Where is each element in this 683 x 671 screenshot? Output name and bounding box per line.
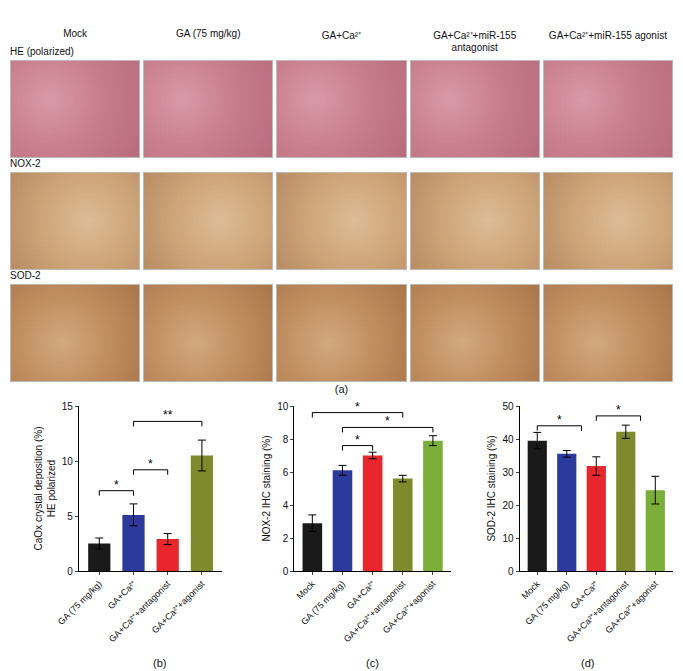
svg-text:30: 30	[502, 467, 514, 478]
html-text:HE (polarized): HE (polarized)	[10, 46, 74, 57]
svg-text:Mock: Mock	[520, 578, 543, 601]
html-text:GA+Ca²⁺: GA+Ca²⁺	[321, 30, 362, 41]
svg-text:CaOx crystal deposition (%)HE: CaOx crystal deposition (%)HE polarized	[33, 427, 57, 551]
svg-text:*: *	[385, 414, 390, 428]
svg-text:10: 10	[62, 456, 74, 467]
svg-text:GA+Ca²⁺+agonist: GA+Ca²⁺+agonist	[150, 578, 207, 635]
svg-text:0: 0	[283, 566, 289, 577]
svg-text:GA+Ca²⁺+agonist: GA+Ca²⁺+agonist	[603, 578, 660, 635]
svg-text:50: 50	[502, 401, 514, 412]
svg-text:*: *	[355, 433, 360, 447]
svg-text:*: *	[114, 478, 119, 492]
svg-text:10: 10	[277, 401, 289, 412]
html-text:SOD-2: SOD-2	[10, 270, 41, 281]
html-text:GA+Ca²⁺+miR-155 antagonist: GA+Ca²⁺+miR-155 antagonist	[433, 30, 517, 53]
svg-text:0: 0	[67, 566, 73, 577]
svg-text:15: 15	[62, 401, 74, 412]
svg-text:GA (75 mg/kg): GA (75 mg/kg)	[56, 579, 104, 627]
svg-text:GA+Ca²⁺+agonist: GA+Ca²⁺+agonist	[381, 578, 438, 635]
svg-text:Mock: Mock	[295, 578, 318, 601]
svg-text:0: 0	[508, 566, 514, 577]
html-text:NOX-2: NOX-2	[10, 158, 41, 169]
svg-text:GA+Ca²⁺: GA+Ca²⁺	[569, 579, 601, 611]
svg-text:2: 2	[283, 533, 289, 544]
svg-text:(c): (c)	[366, 657, 379, 669]
svg-text:**: **	[163, 408, 173, 422]
svg-text:GA+Ca²⁺+antagonist: GA+Ca²⁺+antagonist	[107, 578, 173, 644]
svg-text:20: 20	[502, 500, 514, 511]
svg-text:4: 4	[283, 500, 289, 511]
svg-text:GA+Ca²⁺: GA+Ca²⁺	[106, 579, 138, 611]
svg-text:*: *	[616, 403, 621, 417]
html-text:GA+Ca²⁺+miR-155 agonist: GA+Ca²⁺+miR-155 agonist	[548, 30, 667, 41]
html-text:GA (75 mg/kg): GA (75 mg/kg)	[176, 28, 241, 39]
html-text:(a): (a)	[334, 383, 349, 395]
svg-text:GA+Ca²⁺+antagonist: GA+Ca²⁺+antagonist	[342, 578, 408, 644]
svg-text:GA (75 mg/kg): GA (75 mg/kg)	[299, 579, 347, 627]
svg-text:40: 40	[502, 434, 514, 445]
svg-text:(b): (b)	[153, 657, 166, 669]
svg-text:GA (75 mg/kg): GA (75 mg/kg)	[523, 579, 571, 627]
svg-text:10: 10	[502, 533, 514, 544]
svg-text:NOX-2 IHC staining (%): NOX-2 IHC staining (%)	[261, 435, 272, 541]
svg-text:GA+Ca²⁺: GA+Ca²⁺	[345, 579, 377, 611]
svg-text:(d): (d)	[581, 657, 594, 669]
svg-text:SOD-2 IHC staining (%): SOD-2 IHC staining (%)	[486, 435, 497, 541]
svg-text:*: *	[148, 457, 153, 471]
svg-text:*: *	[557, 413, 562, 427]
svg-text:*: *	[355, 400, 360, 414]
html-text:Mock: Mock	[63, 28, 87, 39]
svg-text:6: 6	[283, 467, 289, 478]
svg-text:GA+Ca²⁺+antagonist: GA+Ca²⁺+antagonist	[565, 578, 631, 644]
svg-text:8: 8	[283, 434, 289, 445]
svg-text:5: 5	[67, 511, 73, 522]
